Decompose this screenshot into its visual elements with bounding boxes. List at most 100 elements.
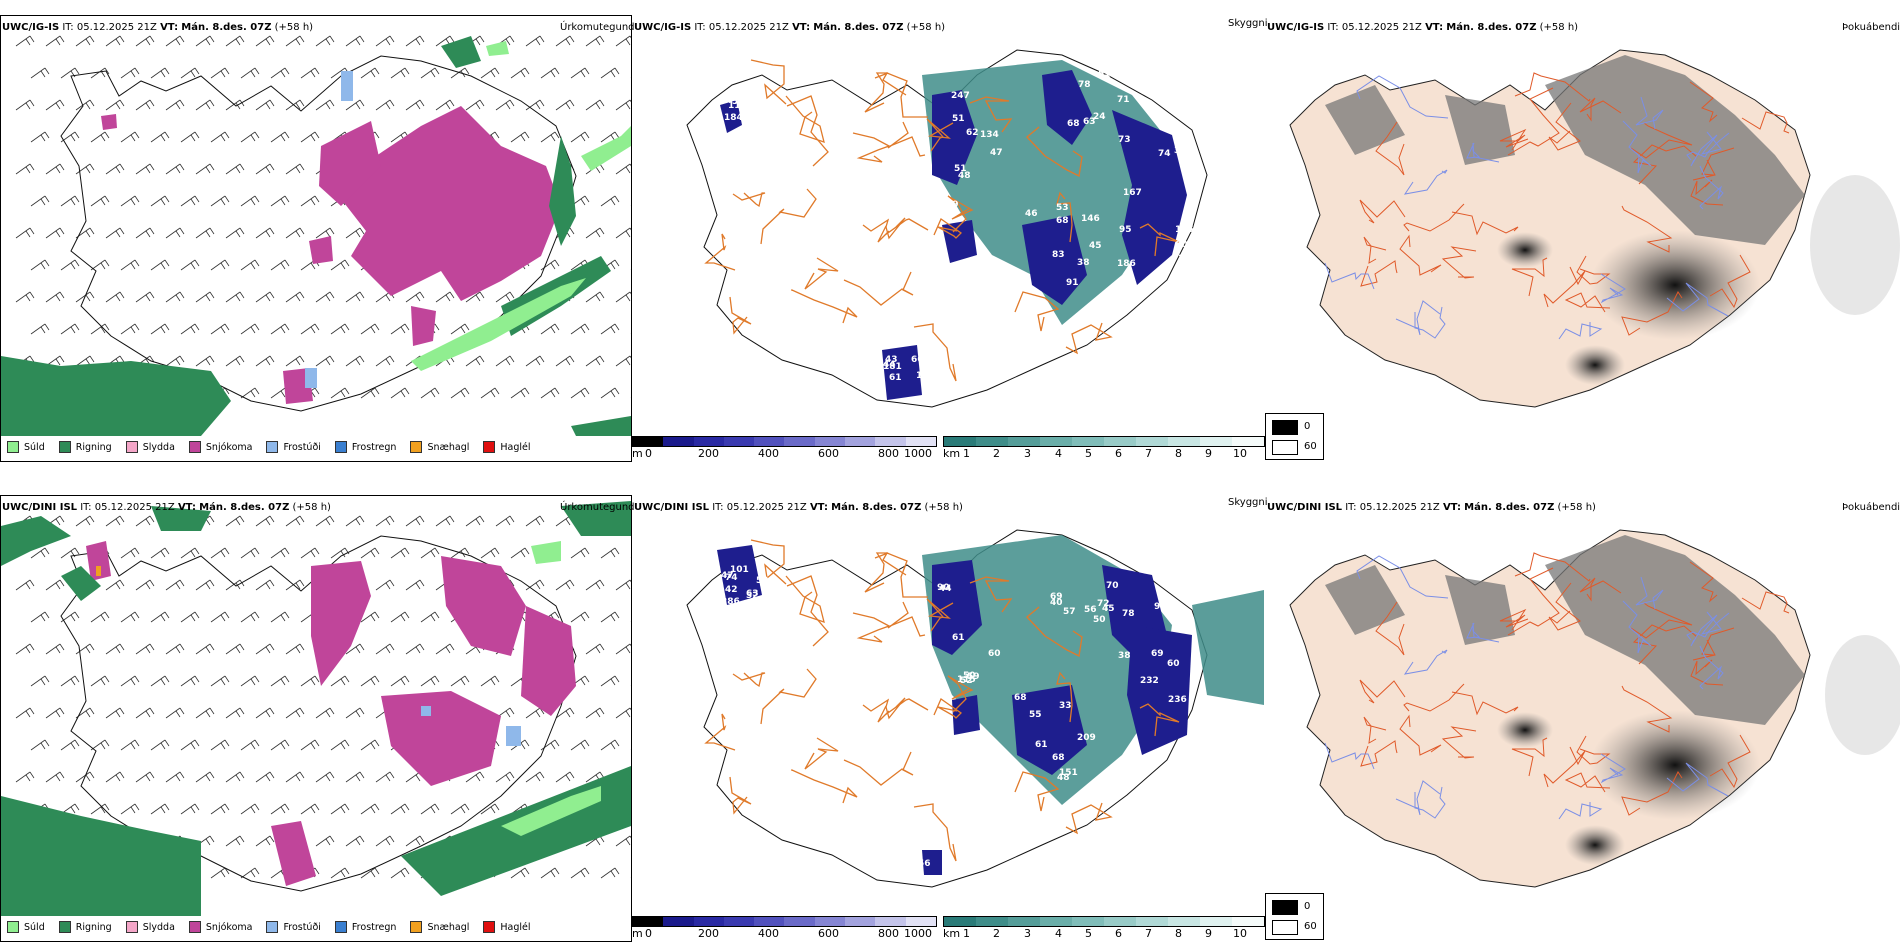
road-line bbox=[933, 698, 963, 719]
road-line bbox=[1709, 734, 1751, 789]
wind-barb bbox=[420, 67, 440, 79]
wind-barb bbox=[390, 867, 410, 879]
legend-item: Rigning bbox=[58, 921, 112, 933]
visibility-value-label: 59 bbox=[911, 859, 924, 869]
road-line bbox=[1026, 126, 1083, 177]
visibility-value-label: 68 bbox=[1056, 216, 1069, 226]
wind-barb bbox=[195, 643, 215, 655]
wind-barb bbox=[150, 547, 170, 559]
wind-barb bbox=[225, 835, 245, 847]
wind-barb bbox=[30, 259, 50, 271]
wind-barb bbox=[255, 355, 275, 367]
road-line bbox=[1514, 552, 1591, 582]
wind-barb bbox=[135, 163, 155, 175]
road-line bbox=[1403, 683, 1465, 712]
scale-segment bbox=[1168, 917, 1200, 926]
wind-barb bbox=[480, 547, 500, 559]
wind-barb bbox=[600, 67, 620, 79]
legend-label: Snjókoma bbox=[205, 921, 253, 933]
road-line bbox=[791, 288, 858, 324]
road-line bbox=[1499, 608, 1529, 631]
visibility-value-label: 90 bbox=[1154, 602, 1167, 612]
wind-barb bbox=[60, 547, 80, 559]
road-line bbox=[1399, 234, 1442, 276]
visibility-value-label: 33 bbox=[1059, 701, 1072, 711]
road-line bbox=[1375, 121, 1405, 176]
scale-segment bbox=[1232, 917, 1264, 926]
wind-barb bbox=[195, 579, 215, 591]
legend-swatch bbox=[334, 441, 347, 453]
river-line bbox=[1686, 612, 1730, 641]
wind-barb bbox=[405, 643, 425, 655]
visibility-value-label: 78 bbox=[1122, 609, 1135, 619]
river-line bbox=[1686, 132, 1730, 161]
visibility-value-label: 51 bbox=[954, 164, 967, 174]
legend-item: Snjókoma bbox=[188, 921, 253, 933]
wind-barb bbox=[195, 99, 215, 111]
wind-barb bbox=[270, 675, 290, 687]
wind-barb bbox=[465, 515, 485, 527]
visibility-value-label: 61 bbox=[952, 633, 965, 643]
visibility-value-label: 61 bbox=[920, 375, 933, 385]
visibility-value-label: 68 bbox=[1067, 119, 1080, 129]
scale-segment bbox=[814, 917, 846, 926]
road-line bbox=[1741, 591, 1790, 614]
legend-swatch bbox=[334, 921, 347, 933]
wind-barb bbox=[360, 387, 380, 399]
panel-title: Þokuábendi bbox=[1842, 22, 1900, 33]
legend-swatch bbox=[483, 441, 496, 453]
visibility-value-label: 66 bbox=[911, 355, 924, 365]
legend-label: Súld bbox=[24, 441, 45, 453]
river-line bbox=[1690, 611, 1722, 647]
visibility-value-label: 60 bbox=[1167, 659, 1180, 669]
panel-title: Skyggni bbox=[1228, 18, 1268, 29]
legend-swatch bbox=[266, 921, 279, 933]
road-line bbox=[1360, 260, 1398, 287]
road-line bbox=[1014, 291, 1060, 332]
visibility-value-label: 69 bbox=[1151, 649, 1164, 659]
scale-segment bbox=[944, 437, 976, 446]
wind-barb bbox=[495, 515, 515, 527]
legend-swatch bbox=[188, 441, 201, 453]
panel-header: UWC/DINI ISL IT: 05.12.2025 21Z VT: Mán.… bbox=[2, 502, 331, 513]
road-line bbox=[1543, 266, 1586, 308]
wind-barb bbox=[615, 579, 631, 591]
river-line bbox=[1666, 282, 1729, 317]
panel-title: Þokuábendi bbox=[1842, 502, 1900, 513]
visibility-map-ig: 51 71 74 45 50 61 51 55 145 146 140 106 134 68 95 83 118… bbox=[632, 15, 1264, 425]
wind-barb bbox=[345, 35, 365, 47]
visibility-value-label: 61 bbox=[1035, 740, 1048, 750]
road-line bbox=[1511, 737, 1548, 777]
visibility-value-label: 47 bbox=[721, 571, 734, 581]
road-line bbox=[1359, 679, 1406, 704]
wind-barb bbox=[540, 67, 560, 79]
scale-segment bbox=[1104, 917, 1136, 926]
road-line bbox=[1621, 291, 1683, 336]
wind-barb bbox=[210, 547, 230, 559]
visibility-value-label: 95 bbox=[1119, 225, 1132, 235]
wind-barb bbox=[240, 131, 260, 143]
precip-map-ig-canvas bbox=[1, 35, 631, 436]
scale-segment bbox=[1104, 437, 1136, 446]
road-line bbox=[862, 697, 906, 720]
wind-barb bbox=[435, 99, 455, 111]
visibility-value-label: 63 bbox=[1083, 117, 1096, 127]
wind-barb bbox=[180, 547, 200, 559]
visibility-scale-m: m 0 200 400 600 800 1000 bbox=[632, 436, 937, 462]
river-line bbox=[1699, 165, 1724, 210]
wind-barb bbox=[225, 291, 245, 303]
road-line bbox=[969, 576, 1013, 613]
wind-barb bbox=[75, 515, 95, 527]
wind-barb bbox=[270, 259, 290, 271]
road-line bbox=[1507, 567, 1560, 636]
road-line bbox=[1579, 97, 1622, 122]
scale-segment bbox=[663, 917, 694, 926]
visibility-value-label: 81 bbox=[887, 857, 900, 867]
wind-barb bbox=[570, 131, 590, 143]
legend-swatch bbox=[7, 441, 19, 453]
wind-barb bbox=[120, 259, 140, 271]
wind-barb bbox=[585, 35, 605, 47]
wind-barb bbox=[30, 195, 50, 207]
wind-barb bbox=[150, 803, 170, 815]
